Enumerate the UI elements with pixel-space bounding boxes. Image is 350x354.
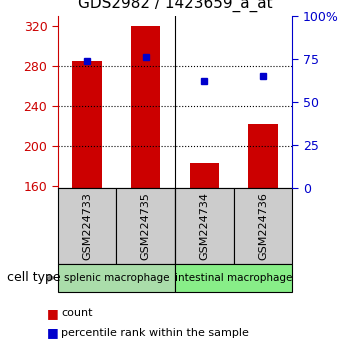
Text: count: count (61, 308, 93, 318)
Text: GSM224734: GSM224734 (199, 192, 209, 260)
Text: percentile rank within the sample: percentile rank within the sample (61, 328, 249, 338)
Bar (131, 26, 160, 188)
Bar (234, 188, 292, 264)
Title: GDS2982 / 1423659_a_at: GDS2982 / 1423659_a_at (78, 0, 272, 12)
Bar (175, 264, 292, 292)
Bar (248, 124, 278, 188)
Text: GSM224735: GSM224735 (141, 192, 151, 259)
Text: ■: ■ (47, 307, 59, 320)
Text: GSM224733: GSM224733 (82, 192, 92, 259)
Bar (72, 61, 102, 188)
Text: intestinal macrophage: intestinal macrophage (175, 273, 292, 283)
Bar (58, 264, 175, 292)
Text: GSM224736: GSM224736 (258, 192, 268, 259)
Bar (175, 188, 234, 264)
Text: splenic macrophage: splenic macrophage (64, 273, 169, 283)
Bar (116, 188, 175, 264)
Text: ■: ■ (47, 326, 59, 339)
Bar (190, 163, 219, 188)
Text: cell type: cell type (7, 272, 61, 284)
Bar (58, 188, 116, 264)
